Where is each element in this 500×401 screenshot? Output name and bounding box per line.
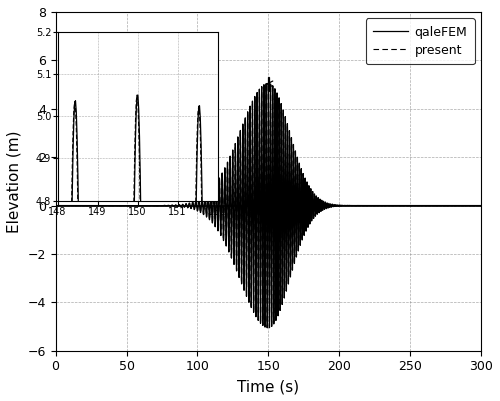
qaleFEM <box>324 200 330 205</box>
qaleFEM <box>266 81 272 86</box>
present <box>244 234 250 239</box>
Line: qaleFEM: qaleFEM <box>56 83 481 328</box>
present <box>52 203 59 208</box>
qaleFEM <box>472 203 478 208</box>
Bar <box>268 77 269 91</box>
present <box>477 203 483 208</box>
qaleFEM <box>244 239 250 243</box>
present <box>472 203 478 208</box>
qaleFEM <box>264 325 270 330</box>
Line: present: present <box>56 83 481 328</box>
qaleFEM <box>477 203 483 208</box>
present <box>266 81 272 86</box>
qaleFEM <box>434 203 440 208</box>
qaleFEM <box>52 203 59 208</box>
present <box>324 201 330 206</box>
X-axis label: Time (s): Time (s) <box>238 379 300 394</box>
qaleFEM <box>478 203 484 208</box>
Legend: qaleFEM, present: qaleFEM, present <box>366 18 475 64</box>
qaleFEM <box>422 203 428 208</box>
present <box>422 203 428 208</box>
present <box>434 203 440 208</box>
present <box>478 203 484 208</box>
present <box>264 325 270 330</box>
Y-axis label: Elevation (m): Elevation (m) <box>7 130 22 233</box>
